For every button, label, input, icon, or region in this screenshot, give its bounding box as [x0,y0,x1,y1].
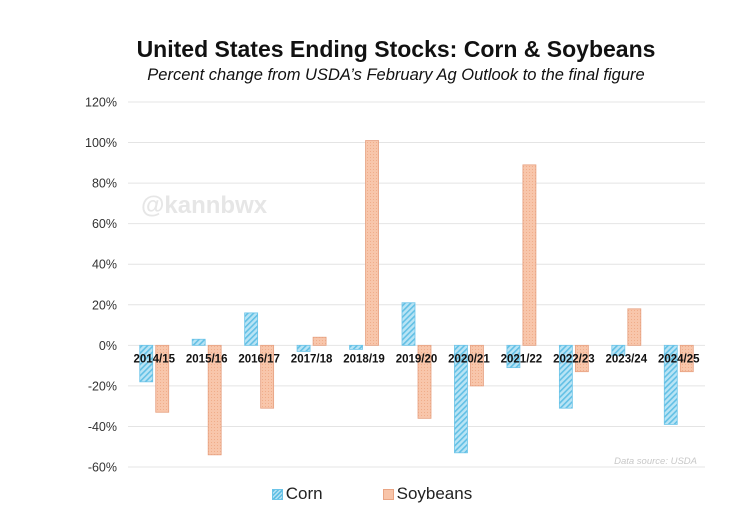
x-tick-label: 2016/17 [238,353,280,365]
x-tick-label: 2020/21 [448,353,490,365]
x-tick-label: 2017/18 [291,353,333,365]
y-axis-ticks: 120% 100% 80% 60% 40% 20% 0% -20% -40% -60% [85,96,117,475]
x-tick-label: 2014/15 [133,353,175,365]
bar-soybeans-2019-20 [417,344,432,419]
bar-corn-2017-18 [296,344,311,352]
bar-corn-2023-24 [611,344,626,356]
legend-item-soybeans: Soybeans [382,484,473,504]
x-tick-label: 2023/24 [606,353,648,365]
legend-swatch-corn [271,488,283,500]
legend-label-soybeans: Soybeans [396,484,473,503]
bar-corn-2024-25 [663,344,678,425]
y-tick-label: 0% [99,339,117,353]
y-tick-label: 120% [85,96,117,110]
bar-corn-2019-20 [401,302,416,346]
bar-soybeans-2018-19 [365,140,379,346]
y-tick-label: 100% [85,136,117,150]
bar-corn-2014-15 [139,344,154,383]
bars [139,140,694,456]
y-tick-label: -60% [88,461,117,475]
legend-swatch-soybeans [382,488,394,500]
bar-soybeans-2015-16 [207,344,222,456]
chart-title: United States Ending Stocks: Corn & Soyb… [136,36,656,62]
x-tick-label: 2015/16 [186,353,228,365]
bar-corn-2015-16 [191,338,206,346]
bar-soybeans-2014-15 [155,344,170,413]
source-note: Data source: USDA [614,456,697,467]
watermark: @kannbwx [141,192,268,219]
x-tick-label: 2024/25 [658,353,700,365]
y-tick-label: -20% [88,379,117,393]
legend-item-corn: Corn [271,484,323,504]
x-tick-label: 2018/19 [343,353,385,365]
y-tick-label: -40% [88,420,117,434]
bar-soybeans-2024-25 [679,344,694,373]
bar-corn-2016-17 [244,312,259,346]
bar-soybeans-2016-17 [260,344,275,409]
y-tick-label: 80% [92,177,117,191]
legend: Corn Soybeans [0,484,744,504]
category-labels: 2014/15 2015/16 2016/17 2017/18 2018/19 2019/… [133,353,700,365]
bar-soybeans-2020-21 [470,344,484,387]
y-tick-label: 60% [92,217,117,231]
x-tick-label: 2022/23 [553,353,595,365]
bar-soybeans-2022-23 [574,344,589,373]
bar-corn-2022-23 [558,344,573,409]
bar-soybeans-2023-24 [627,308,642,346]
gridlines [128,101,705,468]
bar-corn-2020-21 [454,344,468,454]
bar-soybeans-2021-22 [522,164,537,346]
legend-label-corn: Corn [285,484,323,503]
bar-soybeans-2017-18 [312,336,327,346]
x-tick-label: 2021/22 [501,353,543,365]
bar-corn-2021-22 [506,344,521,369]
bar-corn-2018-19 [349,344,363,350]
chart-subtitle: Percent change from USDA’s February Ag O… [147,66,645,84]
y-tick-label: 20% [92,298,117,312]
y-tick-label: 40% [92,258,117,272]
x-tick-label: 2019/20 [396,353,438,365]
